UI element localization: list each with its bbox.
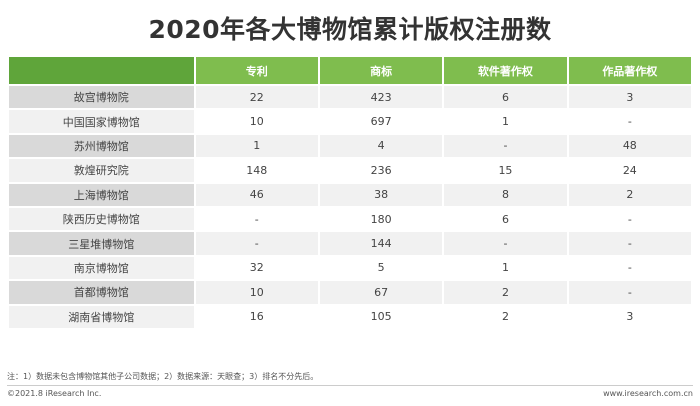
copyright-text: ©2021.8 iResearch Inc. <box>7 389 102 398</box>
museum-name-cell: 湖南省博物馆 <box>9 305 194 328</box>
table-row: 三星堆博物馆 -144- - <box>9 232 691 255</box>
table-cell: 1 <box>195 134 318 158</box>
table-cell: 5 <box>319 256 443 280</box>
table-cell: 6 <box>444 207 567 231</box>
table-row: 首都博物馆 10 67 2- <box>9 281 691 304</box>
table-cell: - <box>568 232 691 255</box>
table-cell: 4 <box>319 134 443 158</box>
museum-name-cell: 南京博物馆 <box>9 256 194 280</box>
table-cell: 32 <box>195 256 318 280</box>
table-cell: 10 <box>195 281 318 304</box>
column-header: 专利 <box>195 57 318 84</box>
table-row: 上海博物馆 46 38 8 2 <box>9 183 691 206</box>
footnote: 注：1）数据未包含博物馆其他子公司数据；2）数据来源：天眼查；3）排名不分先后。 <box>7 372 319 381</box>
table-cell: 2 <box>444 305 567 328</box>
chart-title: 2020年各大博物馆累计版权注册数 <box>148 15 552 44</box>
table-cell: 3 <box>568 305 691 328</box>
column-header: 软件著作权 <box>444 57 567 84</box>
table-row: 南京博物馆 32 5 1- <box>9 256 691 280</box>
table-header-row: 专利 商标 软件著作权 作品著作权 <box>9 57 691 84</box>
museum-name-cell: 敦煌研究院 <box>9 159 194 182</box>
table-cell: 2 <box>568 183 691 206</box>
table-cell: - <box>195 232 318 255</box>
table-row: 陕西历史博物馆 -180 6- <box>9 207 691 231</box>
table-cell: 10 <box>195 110 318 133</box>
table-cell: - <box>195 207 318 231</box>
data-table: 专利 商标 软件著作权 作品著作权 故宫博物院 22 423 6 3 中国国家博物馆 10 6… <box>7 55 693 330</box>
column-header <box>9 57 194 84</box>
table-cell: - <box>444 134 567 158</box>
table-body: 故宫博物院 22 423 6 3 中国国家博物馆 10 697 1- 苏州博物馆 1 4-48 敦煌研究… <box>9 86 691 328</box>
table-cell: - <box>568 281 691 304</box>
table-cell: 105 <box>319 305 443 328</box>
table-cell: 3 <box>568 86 691 109</box>
museum-name-cell: 三星堆博物馆 <box>9 232 194 255</box>
table-cell: 236 <box>319 159 443 182</box>
table-cell: 8 <box>444 183 567 206</box>
table-cell: 24 <box>568 159 691 182</box>
table-cell: 15 <box>444 159 567 182</box>
table-cell: 48 <box>568 134 691 158</box>
table-row: 中国国家博物馆 10 697 1- <box>9 110 691 133</box>
table-cell: 6 <box>444 86 567 109</box>
table-cell: 1 <box>444 110 567 133</box>
website-text: www.iresearch.com.cn <box>603 389 693 398</box>
museum-name-cell: 苏州博物馆 <box>9 134 194 158</box>
museum-name-cell: 首都博物馆 <box>9 281 194 304</box>
footer-divider <box>7 385 693 386</box>
table-cell: 46 <box>195 183 318 206</box>
table-cell: 22 <box>195 86 318 109</box>
museum-name-cell: 上海博物馆 <box>9 183 194 206</box>
column-header: 商标 <box>319 57 443 84</box>
table-cell: - <box>568 110 691 133</box>
table-cell: 697 <box>319 110 443 133</box>
table-cell: 148 <box>195 159 318 182</box>
table-row: 敦煌研究院 148 236 15 24 <box>9 159 691 182</box>
table-cell: 180 <box>319 207 443 231</box>
table-cell: - <box>568 256 691 280</box>
table-cell: 38 <box>319 183 443 206</box>
table-cell: - <box>444 232 567 255</box>
table-cell: - <box>568 207 691 231</box>
table-cell: 144 <box>319 232 443 255</box>
table-row: 苏州博物馆 1 4-48 <box>9 134 691 158</box>
table-cell: 2 <box>444 281 567 304</box>
table-row: 故宫博物院 22 423 6 3 <box>9 86 691 109</box>
museum-name-cell: 中国国家博物馆 <box>9 110 194 133</box>
table-cell: 67 <box>319 281 443 304</box>
table-cell: 1 <box>444 256 567 280</box>
column-header: 作品著作权 <box>568 57 691 84</box>
museum-name-cell: 陕西历史博物馆 <box>9 207 194 231</box>
table-cell: 16 <box>195 305 318 328</box>
table-row: 湖南省博物馆 16 105 2 3 <box>9 305 691 328</box>
museum-name-cell: 故宫博物院 <box>9 86 194 109</box>
table-cell: 423 <box>319 86 443 109</box>
